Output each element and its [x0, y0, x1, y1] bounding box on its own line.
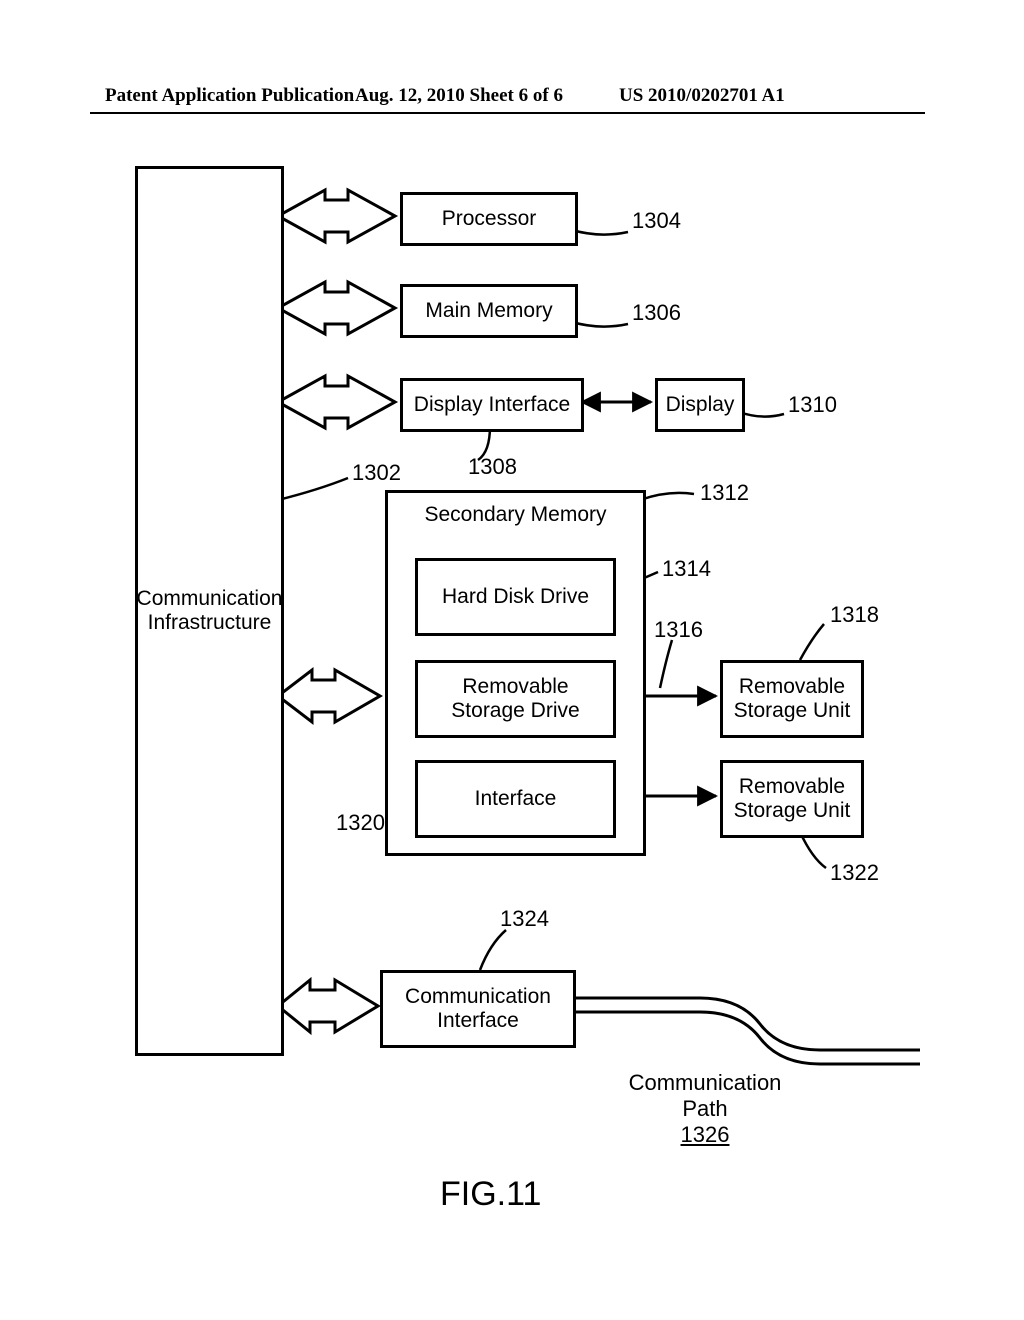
ref-1314: 1314 — [662, 556, 711, 582]
comm-path-text: Communication Path — [620, 1070, 790, 1122]
ref-1306: 1306 — [632, 300, 681, 326]
ref-1316: 1316 — [654, 617, 703, 643]
ref-1302: 1302 — [352, 460, 401, 486]
comm-path-lines — [570, 998, 920, 1064]
main-memory-label: Main Memory — [425, 299, 552, 323]
ref-1320: 1320 — [336, 810, 385, 836]
hard-disk-box: Hard Disk Drive — [415, 558, 616, 636]
main-memory-box: Main Memory — [400, 284, 578, 338]
rem-unit1-box: Removable Storage Unit — [720, 660, 864, 738]
display-box: Display — [655, 378, 745, 432]
comm-path-label: Communication Path 1326 — [620, 1070, 790, 1148]
block-arrows — [278, 190, 395, 1032]
page: Patent Application Publication Aug. 12, … — [0, 0, 1024, 1320]
rem-drive-box: Removable Storage Drive — [415, 660, 616, 738]
rem-unit2-box: Removable Storage Unit — [720, 760, 864, 838]
ref-1310: 1310 — [788, 392, 837, 418]
ref-1318: 1318 — [830, 602, 879, 628]
ref-1322: 1322 — [830, 860, 879, 886]
ref-1312: 1312 — [700, 480, 749, 506]
comm-interface-label: Communication Interface — [405, 985, 551, 1033]
comm-interface-box: Communication Interface — [380, 970, 576, 1048]
interface-box: Interface — [415, 760, 616, 838]
hard-disk-label: Hard Disk Drive — [442, 585, 589, 609]
secondary-memory-label: Secondary Memory — [424, 503, 606, 527]
display-interface-box: Display Interface — [400, 378, 584, 432]
figure-caption: FIG.11 — [440, 1175, 541, 1214]
interface-label: Interface — [475, 787, 557, 811]
processor-box: Processor — [400, 192, 578, 246]
comm-path-num: 1326 — [620, 1122, 790, 1148]
processor-label: Processor — [442, 207, 537, 231]
comm-infrastructure-label: Communication Infrastructure — [137, 587, 283, 635]
ref-1304: 1304 — [632, 208, 681, 234]
rem-unit2-label: Removable Storage Unit — [734, 775, 851, 823]
ref-1324: 1324 — [500, 906, 549, 932]
rem-unit1-label: Removable Storage Unit — [734, 675, 851, 723]
display-label: Display — [666, 393, 735, 417]
rem-drive-label: Removable Storage Drive — [451, 675, 579, 723]
comm-infrastructure-box: Communication Infrastructure — [135, 166, 284, 1056]
ref-1308: 1308 — [468, 454, 517, 480]
display-interface-label: Display Interface — [414, 393, 570, 417]
